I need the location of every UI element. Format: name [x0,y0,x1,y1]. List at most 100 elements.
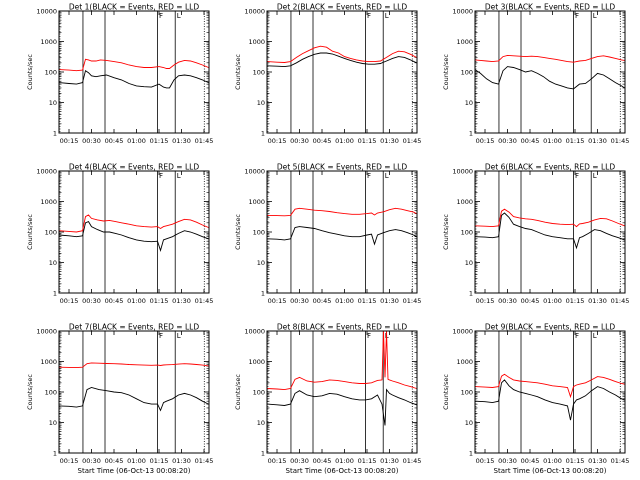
plot-frame [474,330,626,454]
series-lld-line [267,45,417,63]
marker-label-f: F [575,12,579,20]
panel-det-1: Det 1(BLACK = Events, RED = LLD Counts/se… [26,3,213,146]
y-tick-label: 100 [461,389,473,397]
y-tick-label: 10000 [36,328,57,336]
x-tick-label: 01:30 [380,457,399,465]
x-tick-label: 00:30 [498,457,517,465]
y-tick-label: 1000 [248,38,265,46]
panel-det-6: Det 6(BLACK = Events, RED = LLD Counts/se… [442,163,629,306]
y-tick-label: 1 [53,450,57,458]
marker-label-f: F [159,12,163,20]
x-axis-label: Start Time (06-Oct-13 00:08:20) [494,467,607,475]
x-tick-label: 00:30 [82,297,101,305]
x-tick-label: 00:15 [268,457,287,465]
y-tick-label: 100 [45,69,57,77]
x-tick-label: 00:15 [60,457,79,465]
marker-label-f: F [367,332,371,340]
plot-frame [266,10,418,134]
y-tick-label: 10000 [452,8,473,16]
x-tick-label: 01:30 [380,297,399,305]
marker-label-l: L [385,172,389,180]
panel-det-7: Det 7(BLACK = Events, RED = LLD Counts/se… [26,323,213,476]
x-tick-label: 00:30 [82,137,101,145]
x-tick-label: 00:30 [290,297,309,305]
x-tick-label: 01:15 [150,457,169,465]
x-tick-label: 00:45 [521,297,540,305]
x-tick-label: 01:15 [566,137,585,145]
y-axis-label: Counts/sec [26,374,34,410]
y-tick-label: 1000 [40,198,57,206]
x-tick-label: 01:00 [127,297,146,305]
plot-frame [58,330,210,454]
y-axis-label: Counts/sec [442,374,450,410]
y-tick-label: 1000 [40,358,57,366]
x-tick-label: 00:15 [476,297,495,305]
y-tick-label: 1000 [456,358,473,366]
plot-frame [266,330,418,454]
x-tick-label: 01:00 [543,457,562,465]
x-tick-label: 00:45 [105,297,124,305]
y-tick-label: 100 [461,69,473,77]
x-tick-label: 01:15 [150,137,169,145]
x-tick-label: 01:45 [403,137,422,145]
y-tick-label: 1 [469,130,473,138]
marker-label-f: F [367,12,371,20]
y-tick-label: 100 [45,389,57,397]
y-tick-label: 100 [253,229,265,237]
panel-title: Det 4(BLACK = Events, RED = LLD [69,163,199,172]
y-tick-label: 10 [49,419,57,427]
series-events-line [267,52,417,68]
panel-det-5: Det 5(BLACK = Events, RED = LLD Counts/se… [234,163,421,306]
panel-det-8: Det 8(BLACK = Events, RED = LLD Counts/se… [234,323,421,476]
y-tick-label: 10 [49,259,57,267]
x-axis-label: Start Time (06-Oct-13 00:08:20) [78,467,191,475]
panel-title: Det 5(BLACK = Events, RED = LLD [277,163,407,172]
x-tick-label: 01:45 [611,137,630,145]
plot-frame [58,170,210,294]
x-tick-label: 01:45 [195,297,214,305]
x-tick-label: 00:45 [105,457,124,465]
y-tick-label: 1000 [248,198,265,206]
y-tick-label: 100 [253,69,265,77]
series-lld-line [475,208,625,228]
y-tick-label: 10 [465,259,473,267]
y-tick-label: 10000 [244,168,265,176]
y-tick-label: 100 [461,229,473,237]
panel-title: Det 9(BLACK = Events, RED = LLD [485,323,615,332]
marker-label-f: F [575,172,579,180]
y-tick-label: 10 [257,99,265,107]
y-tick-label: 10000 [244,328,265,336]
panel-title: Det 8(BLACK = Events, RED = LLD [277,323,407,332]
series-lld-line [59,362,209,369]
x-tick-label: 00:45 [313,297,332,305]
x-tick-label: 01:30 [380,137,399,145]
plot-frame [58,10,210,134]
y-tick-label: 10 [257,419,265,427]
x-tick-label: 01:30 [172,297,191,305]
x-tick-label: 00:45 [313,457,332,465]
series-lld-line [59,58,209,72]
y-tick-label: 10 [465,419,473,427]
panel-det-3: Det 3(BLACK = Events, RED = LLD Counts/se… [442,3,629,146]
y-tick-label: 100 [253,389,265,397]
x-tick-label: 00:30 [82,457,101,465]
x-tick-label: 00:45 [521,457,540,465]
series-events-line [59,221,209,252]
panel-title: Det 2(BLACK = Events, RED = LLD [277,3,407,12]
series-lld-line [475,373,625,399]
x-tick-label: 01:00 [543,137,562,145]
panel-title: Det 6(BLACK = Events, RED = LLD [485,163,615,172]
x-tick-label: 01:30 [588,297,607,305]
y-tick-label: 1 [261,290,265,298]
x-tick-label: 01:00 [127,457,146,465]
panel-det-9: Det 9(BLACK = Events, RED = LLD Counts/se… [442,323,629,476]
series-events-line [475,379,625,421]
plot-frame [474,10,626,134]
y-tick-label: 10 [49,99,57,107]
x-tick-label: 01:45 [611,457,630,465]
y-axis-label: Counts/sec [26,214,34,250]
panel-det-4: Det 4(BLACK = Events, RED = LLD Counts/se… [26,163,213,306]
x-tick-label: 00:30 [290,137,309,145]
x-tick-label: 00:15 [268,297,287,305]
